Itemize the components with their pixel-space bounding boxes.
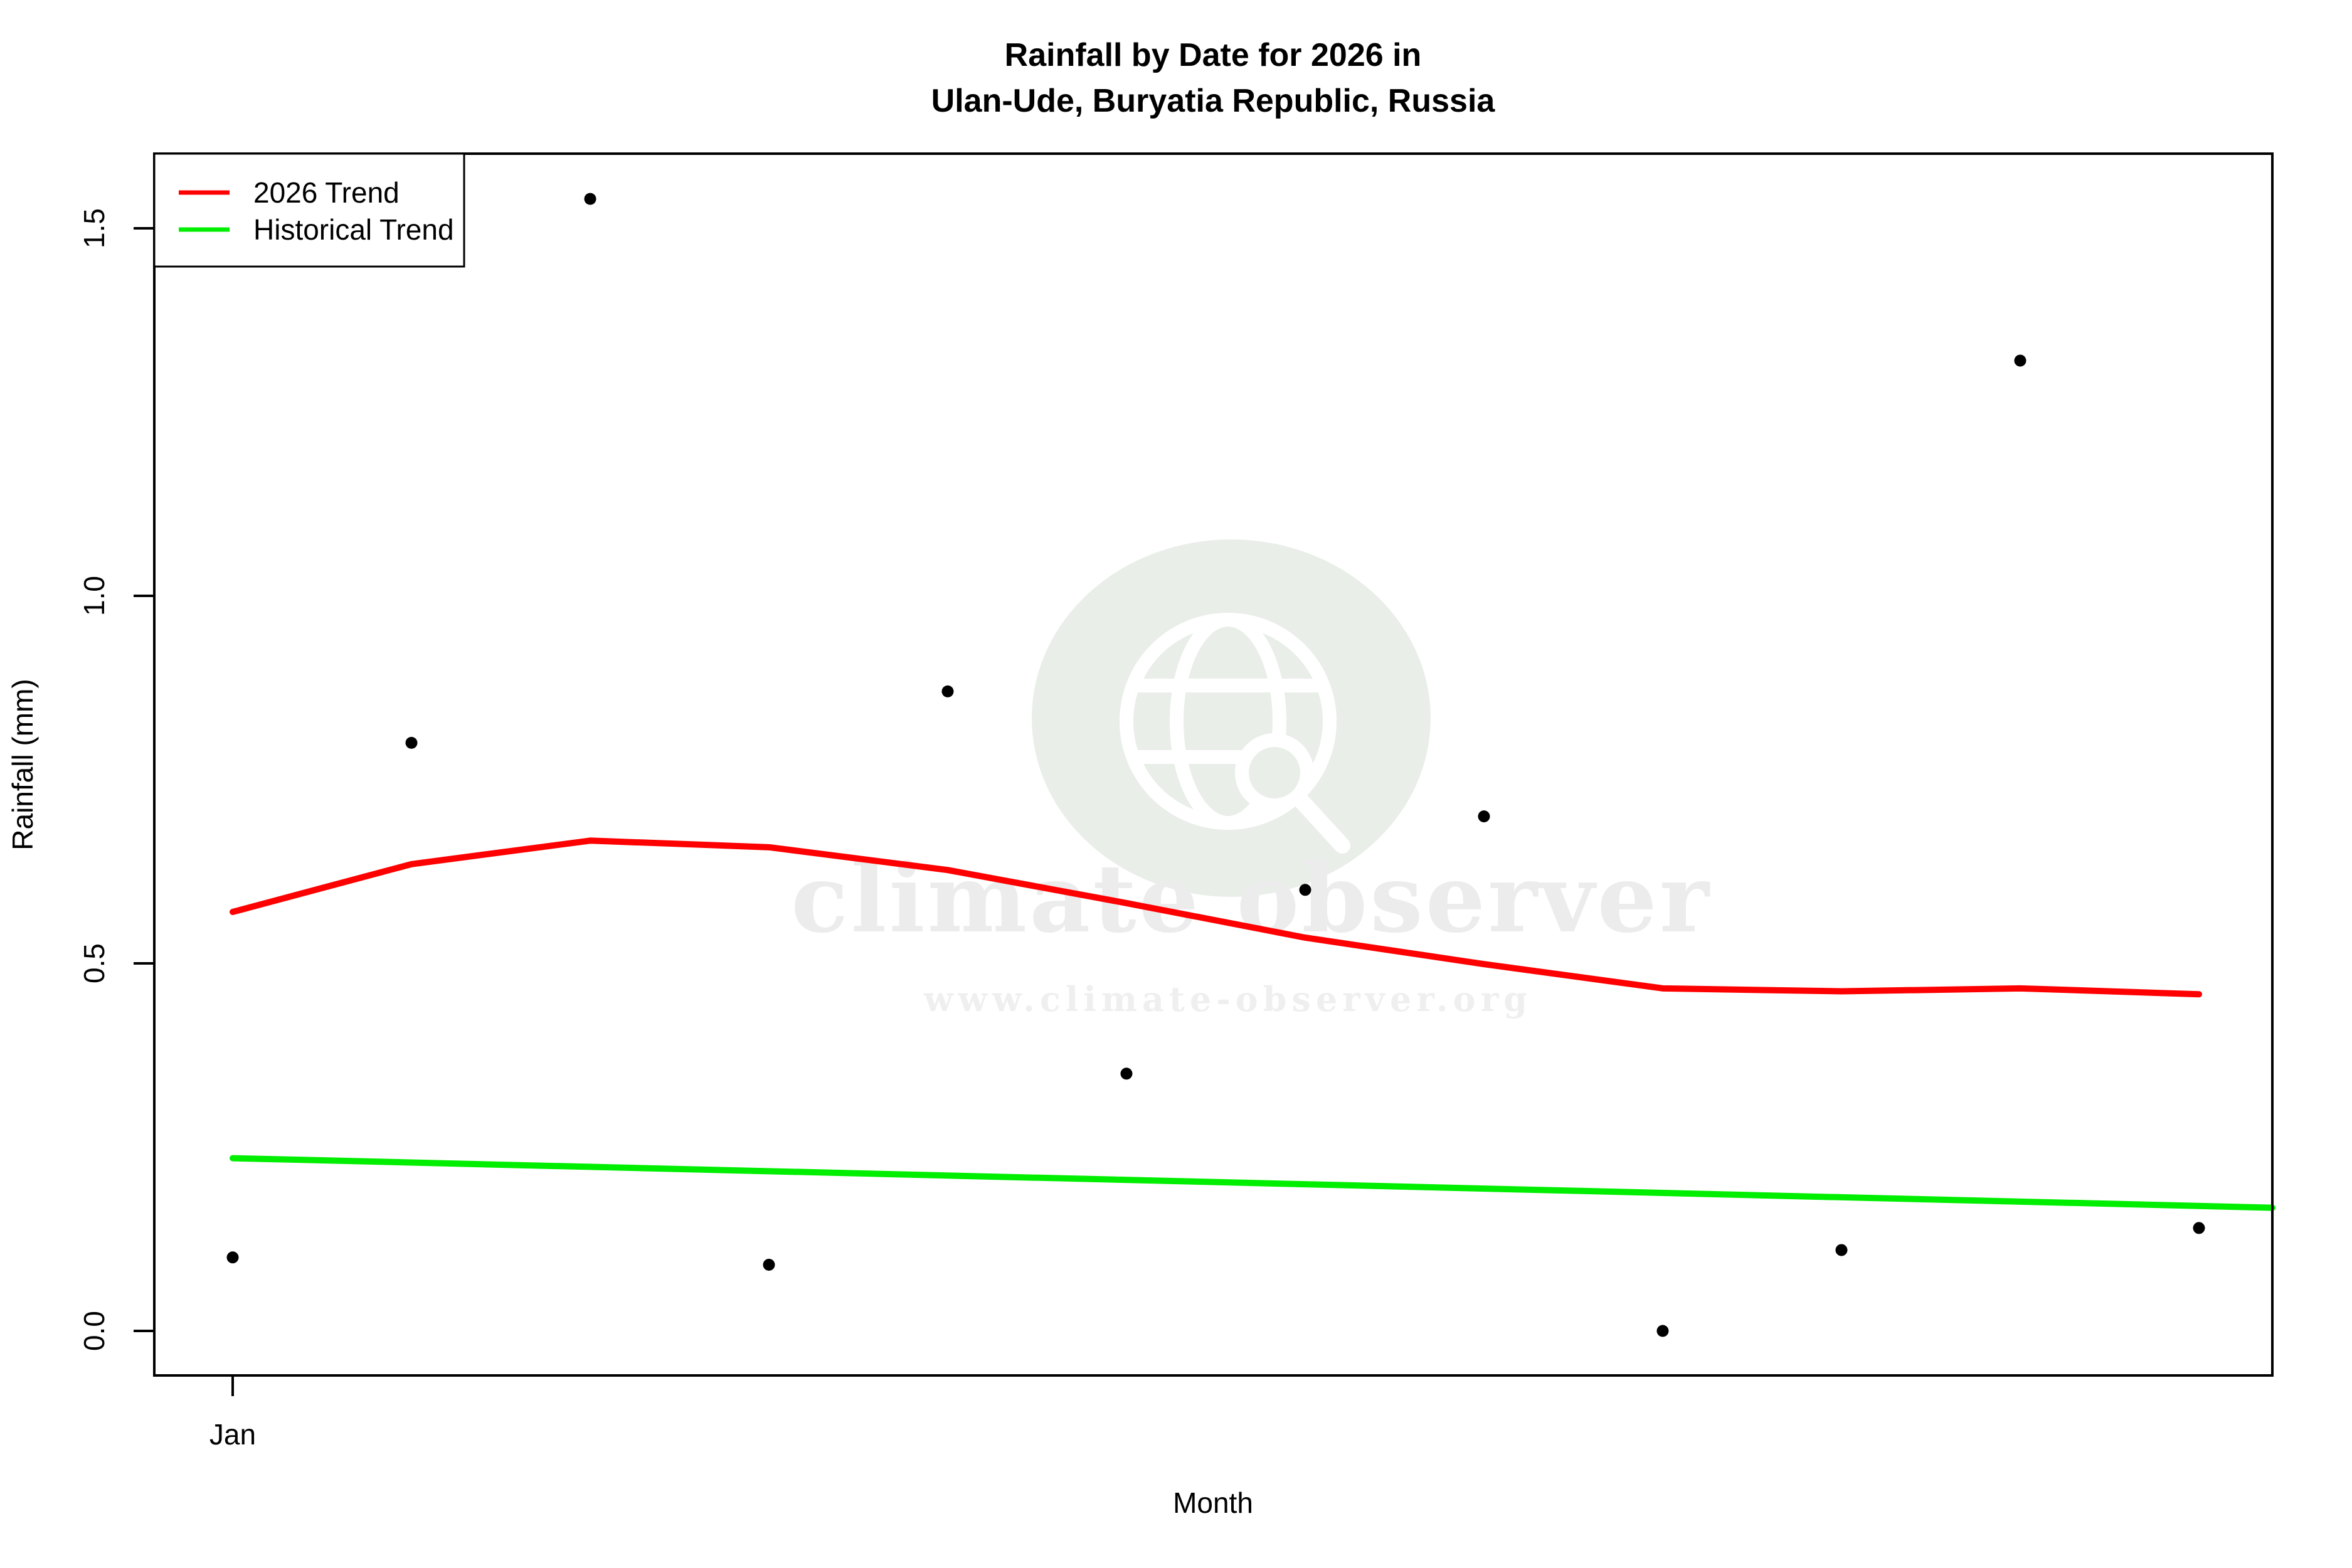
data-point bbox=[1120, 1067, 1133, 1080]
data-point bbox=[405, 736, 418, 749]
data-point bbox=[941, 685, 954, 697]
x-tick-label: Jan bbox=[209, 1418, 256, 1451]
y-tick-label: 1.5 bbox=[78, 208, 110, 248]
watermark-url-text: www.climate-observer.org bbox=[923, 979, 1532, 1019]
y-tick-label: 1.0 bbox=[78, 576, 110, 616]
data-point bbox=[1478, 810, 1490, 823]
data-point bbox=[584, 193, 596, 205]
watermark: climate observer www.climate-observer.or… bbox=[791, 539, 1712, 1019]
globe-watermark-disc bbox=[1032, 539, 1431, 897]
trend-lines bbox=[230, 837, 2275, 1211]
data-point bbox=[1656, 1325, 1669, 1337]
legend-label-2026-trend: 2026 Trend bbox=[253, 176, 400, 209]
watermark-brand-text: climate observer bbox=[791, 844, 1712, 954]
chart-title-line2: Ulan-Ude, Buryatia Republic, Russia bbox=[931, 83, 1496, 119]
trend-line-historical bbox=[230, 1155, 2275, 1211]
y-tick-label: 0.0 bbox=[78, 1311, 110, 1351]
y-axis-label: Rainfall (mm) bbox=[6, 679, 39, 850]
data-point bbox=[2014, 354, 2026, 367]
data-point bbox=[1299, 884, 1311, 896]
legend: 2026 Trend Historical Trend bbox=[153, 152, 465, 268]
data-point bbox=[2193, 1222, 2205, 1234]
plot-border bbox=[153, 152, 2274, 1377]
trend-line-2026 bbox=[230, 837, 2202, 998]
data-point bbox=[226, 1251, 239, 1264]
axis-ticks: 0.0 0.5 1.0 1.5 Jan bbox=[78, 208, 256, 1451]
globe-with-magnifier-icon bbox=[1120, 613, 1350, 854]
legend-box bbox=[153, 152, 465, 268]
scatter-points bbox=[226, 193, 2205, 1337]
data-point bbox=[1835, 1244, 1848, 1256]
x-axis-label: Month bbox=[1173, 1486, 1253, 1519]
chart-title-line1: Rainfall by Date for 2026 in bbox=[1005, 37, 1422, 73]
legend-label-historical-trend: Historical Trend bbox=[253, 213, 454, 246]
y-tick-label: 0.5 bbox=[78, 943, 110, 983]
data-point bbox=[763, 1259, 775, 1271]
